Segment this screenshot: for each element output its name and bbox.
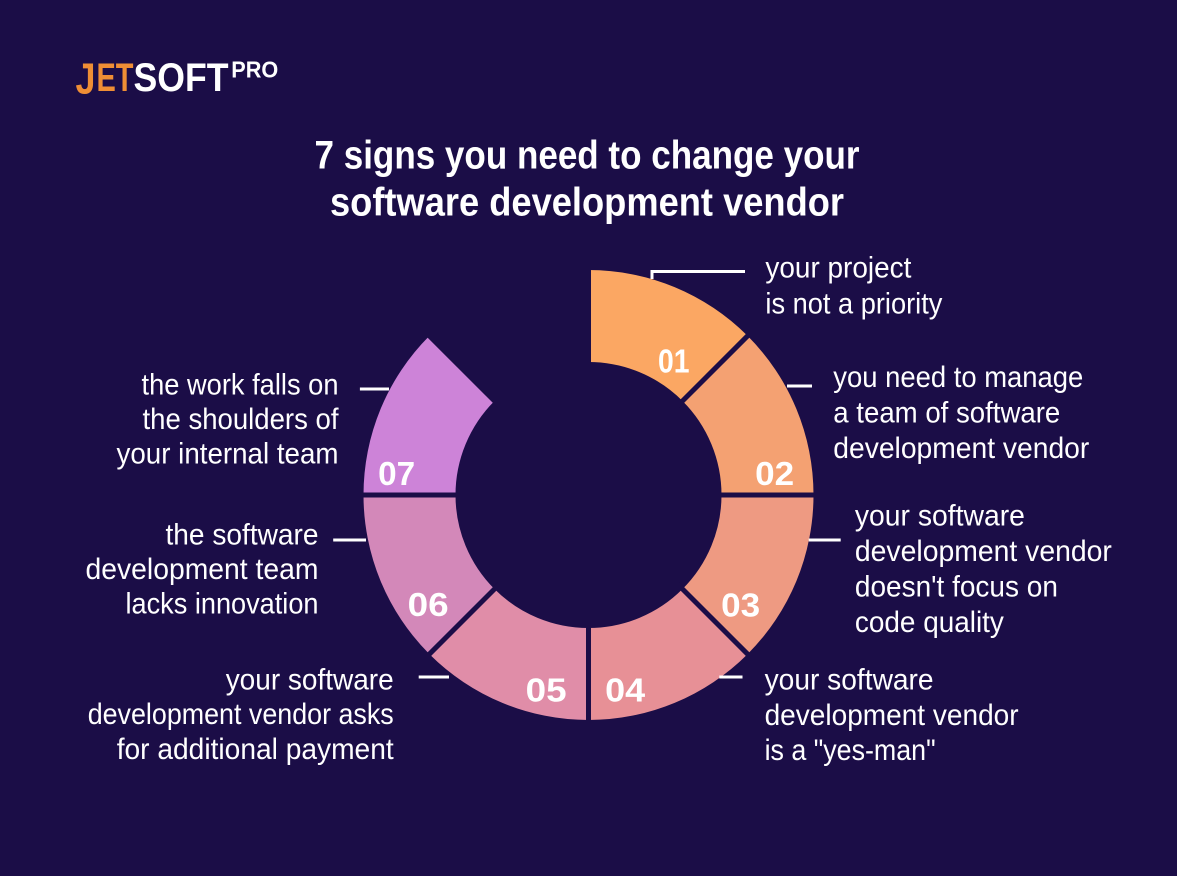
svg-text:ET: ET	[97, 56, 134, 100]
svg-text:04: 04	[605, 672, 646, 709]
svg-text:doesn't focus on: doesn't focus on	[855, 571, 1058, 604]
svg-text:05: 05	[526, 672, 567, 709]
svg-text:you need to manage: you need to manage	[833, 361, 1083, 394]
svg-text:your internal team: your internal team	[117, 438, 339, 471]
svg-text:software development vendor: software development vendor	[330, 181, 844, 225]
svg-text:06: 06	[408, 586, 449, 623]
svg-text:01: 01	[658, 343, 690, 380]
svg-text:code quality: code quality	[855, 606, 1004, 639]
svg-text:lacks innovation: lacks innovation	[126, 588, 319, 621]
svg-text:is a "yes-man": is a "yes-man"	[765, 734, 936, 767]
svg-text:development team: development team	[86, 553, 319, 586]
svg-text:7 signs you need to change you: 7 signs you need to change your	[315, 134, 860, 178]
svg-text:is not a priority: is not a priority	[765, 288, 942, 321]
svg-text:PRO: PRO	[231, 57, 278, 83]
svg-text:your software: your software	[765, 664, 934, 697]
svg-text:development vendor asks: development vendor asks	[88, 698, 394, 731]
svg-text:a team of software: a team of software	[833, 397, 1060, 430]
svg-text:03: 03	[721, 587, 760, 624]
svg-text:07: 07	[378, 455, 415, 492]
svg-text:your software: your software	[226, 664, 394, 697]
svg-text:your project: your project	[765, 252, 912, 285]
svg-text:your software: your software	[855, 500, 1025, 533]
svg-text:02: 02	[755, 455, 794, 492]
svg-text:the work falls on: the work falls on	[142, 369, 339, 402]
svg-text:development vendor: development vendor	[833, 432, 1089, 465]
svg-text:development vendor: development vendor	[765, 699, 1019, 732]
svg-text:the software: the software	[166, 519, 319, 552]
svg-text:development vendor: development vendor	[855, 535, 1112, 568]
svg-text:J: J	[76, 55, 96, 104]
svg-text:the shoulders of: the shoulders of	[143, 403, 340, 436]
svg-text:SOFT: SOFT	[134, 56, 229, 100]
svg-text:for additional payment: for additional payment	[117, 733, 395, 766]
